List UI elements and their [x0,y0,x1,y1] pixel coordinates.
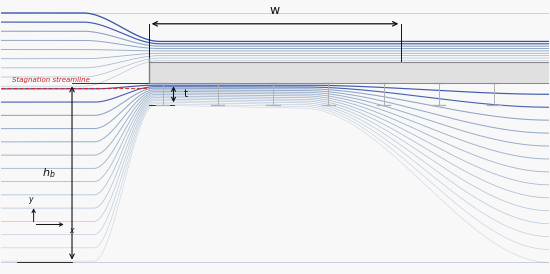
Text: w: w [270,4,280,17]
Text: Stagnation streamline: Stagnation streamline [12,77,90,84]
Text: y: y [29,195,33,204]
FancyBboxPatch shape [149,62,549,84]
Text: t: t [183,89,188,99]
Text: $h_b$: $h_b$ [42,166,56,180]
Text: x: x [69,226,74,235]
Text: T: T [183,68,190,78]
